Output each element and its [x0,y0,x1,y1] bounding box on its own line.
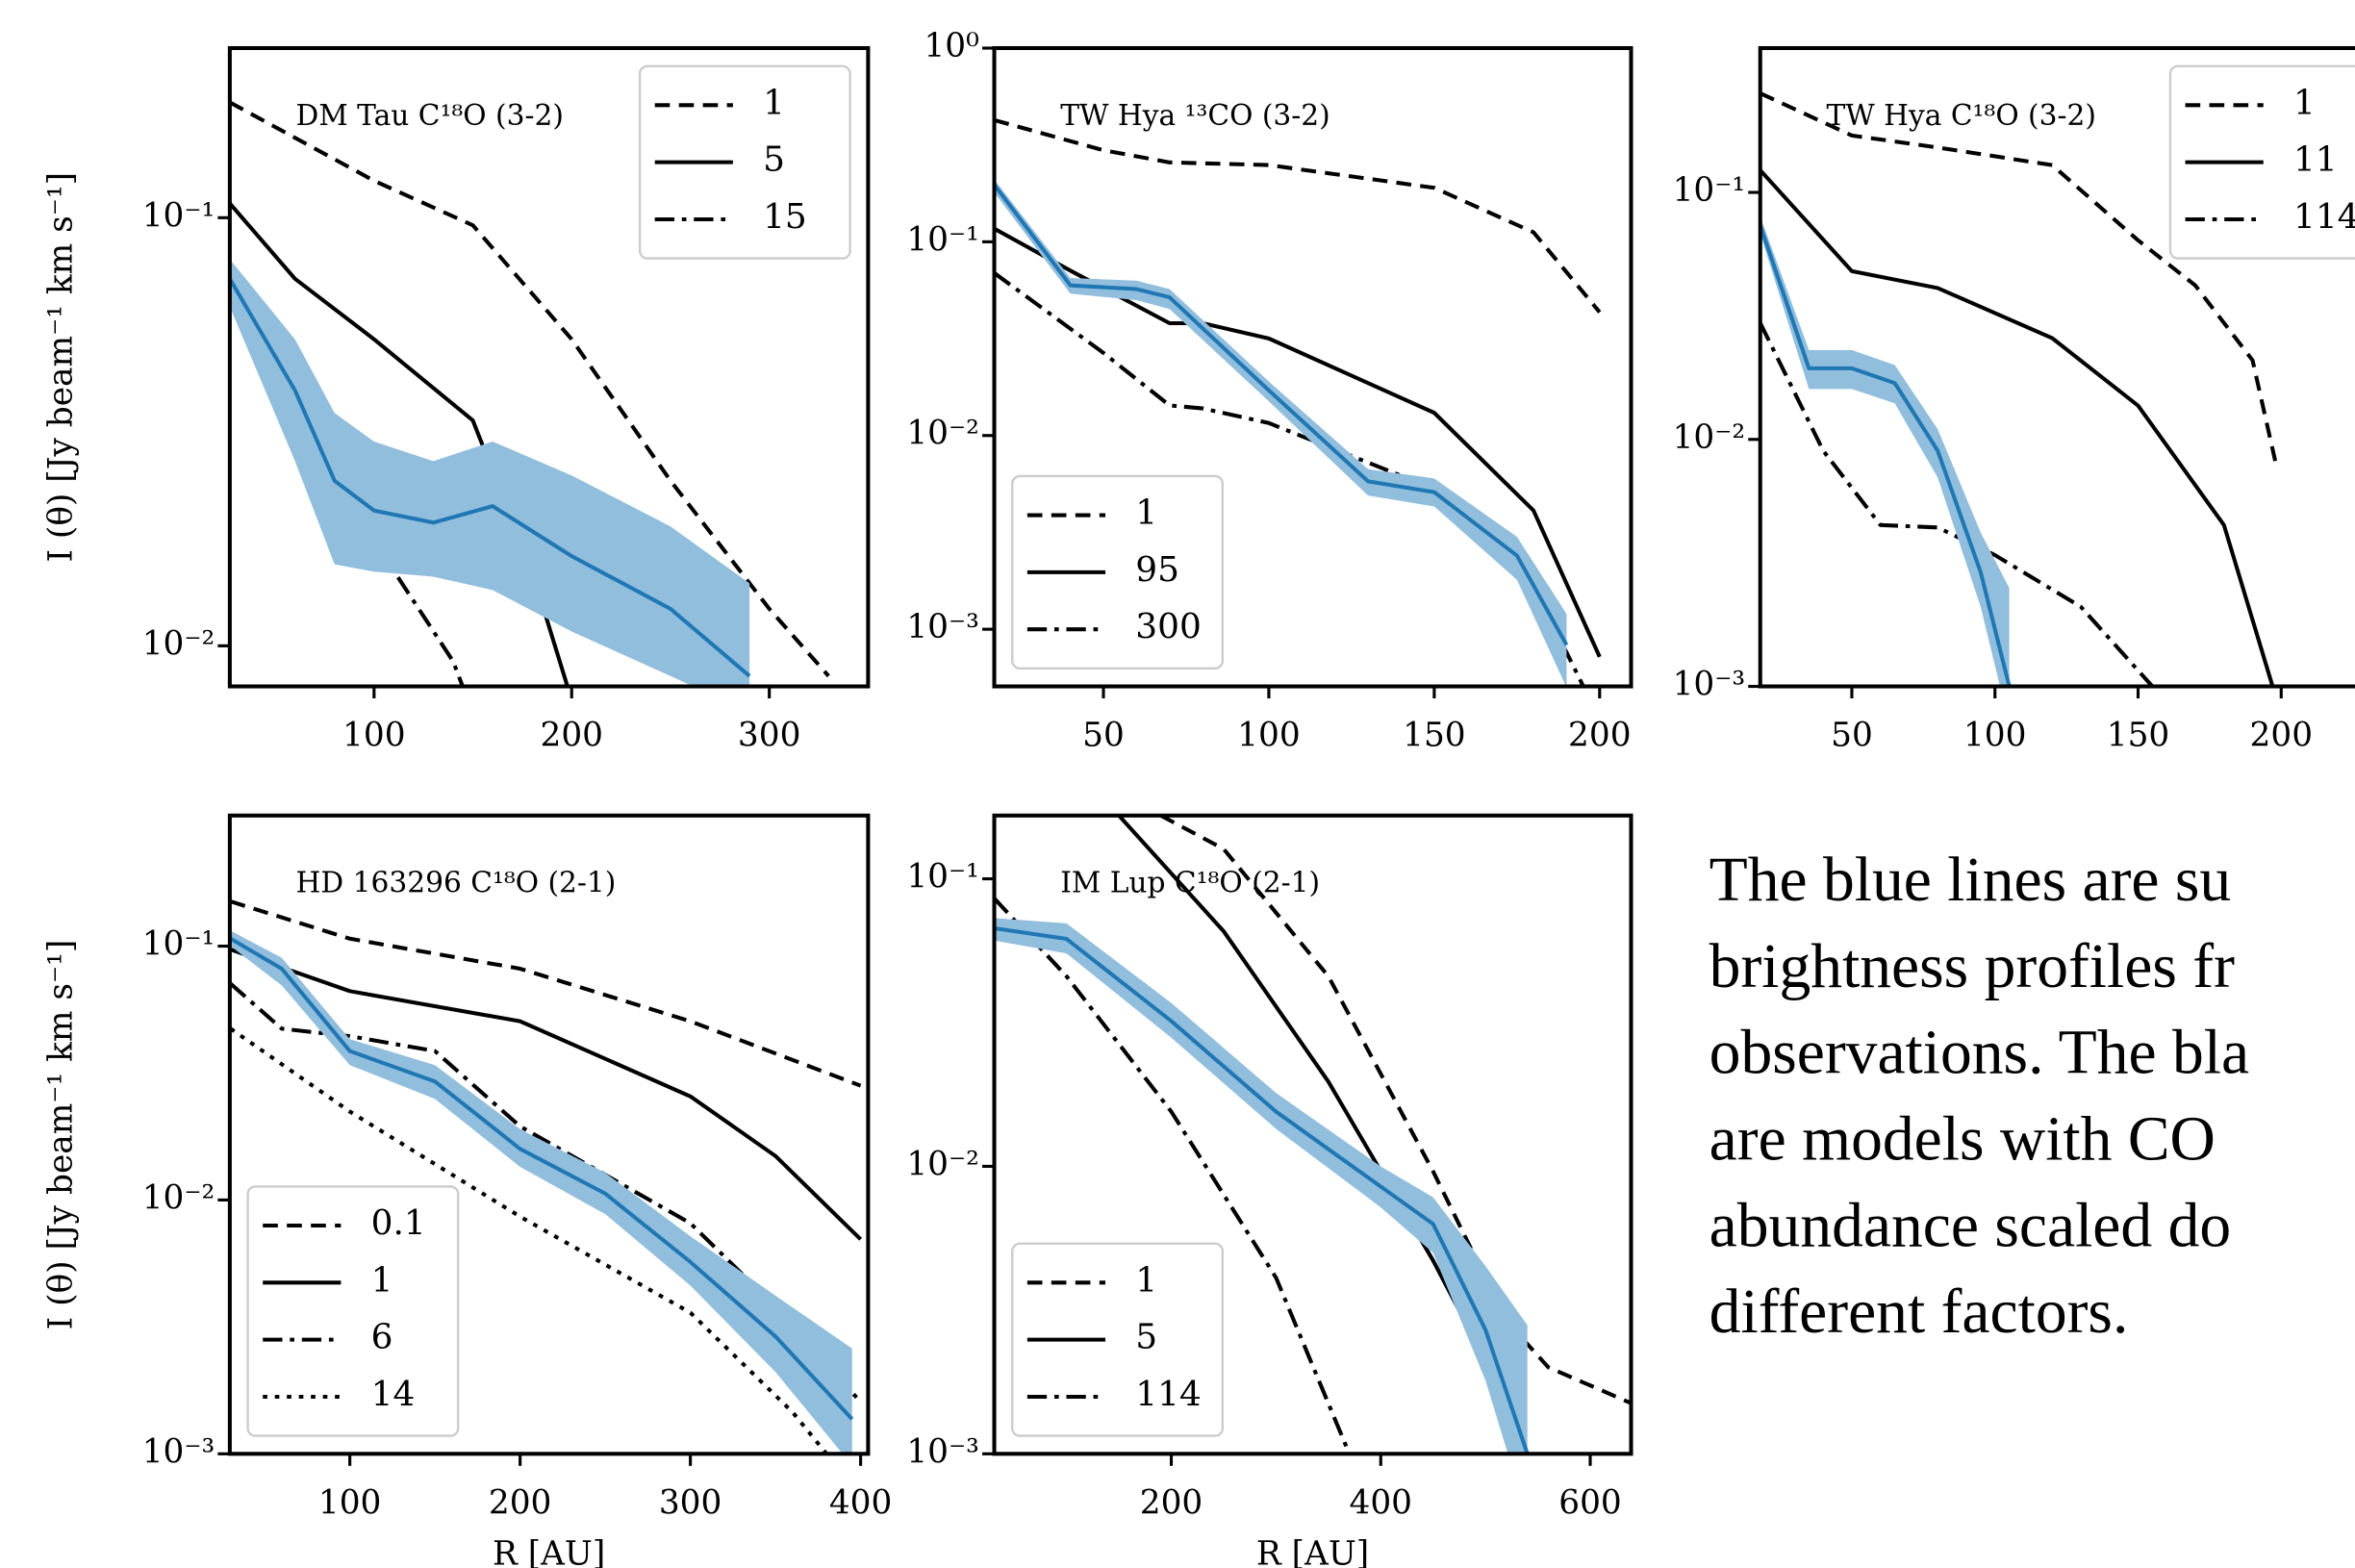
panel-label: TW Hya ¹³CO (3-2) [1060,98,1330,132]
x-tick-label: 200 [1140,1483,1203,1522]
y-tick-label: 10⁻¹ [142,196,215,235]
y-tick-label: 10⁻¹ [1673,171,1746,210]
panel-label: IM Lup C¹⁸O (2-1) [1060,866,1320,899]
x-tick-label: 400 [1350,1483,1413,1522]
legend-box [638,64,851,260]
axes-frame [992,813,1633,1456]
model-line [994,117,1602,314]
model-line [230,948,863,1241]
x-tick-label: 100 [1237,717,1301,755]
caption-line: different factors. [1709,1277,2129,1347]
legend-label: 14 [371,1375,416,1414]
x-tick-label: 150 [2107,717,2170,755]
plot-area [994,117,1602,687]
legend-label: 0.1 [371,1203,426,1243]
legend-label: 1 [2293,83,2316,122]
axes-frame [992,45,1633,689]
y-tick-label: 10⁻² [906,415,979,453]
y-tick-label: 10⁻² [1673,418,1746,457]
plot-area [1760,91,2278,687]
plot-area [994,815,1632,1454]
observed-line [994,925,1530,1454]
panel-label: HD 163296 C¹⁸O (2-1) [296,866,617,899]
legend-label: 114 [1135,1375,1202,1414]
model-line [1760,321,2154,687]
x-tick-label: 100 [318,1483,382,1522]
plot-area [229,100,830,687]
legend-box [246,1185,460,1437]
y-tick-label: 10⁻³ [906,608,979,646]
caption-line: The blue lines are su [1709,846,2232,915]
model-line [229,100,830,678]
caption-line: are models with CO [1709,1105,2216,1175]
x-tick-label: 200 [2250,717,2314,755]
observed-line [229,937,854,1421]
plot-area [229,899,863,1454]
legend-label: 114 [2293,197,2355,237]
model-line [230,899,862,1088]
axes-frame [1758,45,2355,689]
panel-label: DM Tau C¹⁸O (3-2) [296,98,564,132]
x-tick-label: 100 [342,717,406,755]
legend-label: 1 [371,1260,393,1300]
y-tick-label: 10⁻¹ [142,925,215,964]
axes-frame [227,45,871,689]
legend-label: 95 [1135,550,1179,590]
legend-label: 6 [371,1318,393,1357]
legend-label: 5 [1135,1318,1157,1357]
legend-label: 1 [1135,493,1157,533]
y-axis-label: I (θ) [Jy beam⁻¹ km s⁻¹] [42,940,81,1330]
model-line [229,1026,828,1454]
observed-line [229,277,751,678]
model-line [1760,91,2278,463]
y-tick-label: 10⁻¹ [906,220,979,259]
observed-line [994,183,1569,646]
legend-label: 300 [1135,607,1202,646]
x-axis-label: R [AU] [493,1534,605,1568]
legend-label: 1 [763,83,785,122]
x-tick-label: 400 [829,1483,893,1522]
x-tick-label: 50 [1831,717,1873,755]
x-tick-label: 300 [659,1483,722,1522]
x-tick-label: 200 [1568,717,1632,755]
legend-label: 5 [763,140,785,180]
caption-line: abundance scaled do [1709,1191,2231,1260]
caption-line: observations. The bla [1709,1019,2249,1088]
x-axis-label: R [AU] [1256,1534,1369,1568]
model-line [1159,815,1632,1405]
y-tick-label: 10⁻² [142,1178,215,1217]
y-tick-label: 10⁻¹ [906,858,979,897]
y-tick-label: 10⁻³ [142,1432,215,1471]
legend-label: 15 [763,197,807,237]
x-tick-label: 300 [738,717,801,755]
y-axis-label: I (θ) [Jy beam⁻¹ km s⁻¹] [42,172,81,563]
legend-box [1011,1242,1225,1437]
model-line [994,897,1352,1454]
x-tick-label: 150 [1403,717,1466,755]
x-tick-label: 50 [1082,717,1125,755]
axes-frame [227,813,871,1456]
x-tick-label: 100 [1963,717,2027,755]
y-tick-label: 10⁻³ [1673,666,1746,704]
y-tick-label: 10⁻² [906,1145,979,1183]
x-tick-label: 600 [1558,1483,1622,1522]
model-line [1760,168,2275,687]
panel-label: TW Hya C¹⁸O (3-2) [1826,98,2096,132]
legend-label: 1 [1135,1260,1157,1300]
uncertainty-band [1760,215,2010,687]
y-tick-label: 10⁻³ [906,1432,979,1471]
observed-line [1760,224,2012,687]
legend-box [1011,474,1225,670]
x-tick-label: 200 [540,717,603,755]
x-tick-label: 200 [489,1483,552,1522]
uncertainty-band [229,259,750,687]
y-tick-label: 10⁰ [924,27,978,65]
uncertainty-band [230,930,852,1454]
caption-line: brightness profiles fr [1709,932,2235,1001]
legend-label: 11 [2293,140,2338,180]
y-tick-label: 10⁻² [142,624,215,663]
